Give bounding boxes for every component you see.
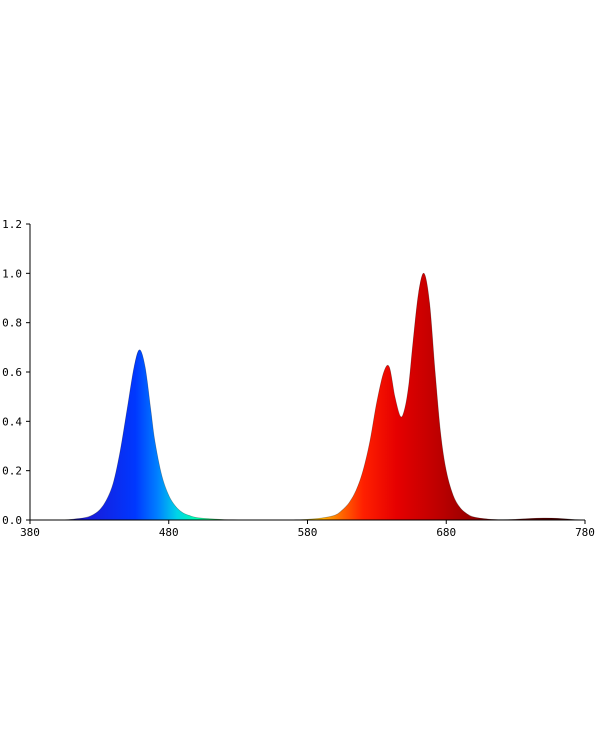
y-tick-label: 0.8	[2, 317, 22, 330]
y-tick-label: 1.0	[2, 267, 22, 280]
x-tick-label: 580	[298, 526, 318, 539]
axes: 0.0 0.2 0.4 0.6 0.8 1.0 1.2 380 480 580 680 780	[2, 218, 595, 539]
y-tick-label: 0.4	[2, 415, 22, 428]
y-tick-label: 0.0	[2, 514, 22, 527]
series-0-area	[30, 273, 585, 520]
x-tick-label: 680	[436, 526, 456, 539]
series-0-line	[30, 272, 586, 521]
x-tick-label: 380	[20, 526, 40, 539]
y-tick-label: 1.2	[2, 218, 22, 231]
x-tick-label: 480	[159, 526, 179, 539]
y-tick-label: 0.2	[2, 465, 22, 478]
x-tick-label: 780	[575, 526, 595, 539]
plot-area	[30, 272, 586, 521]
y-tick-label: 0.6	[2, 366, 22, 379]
